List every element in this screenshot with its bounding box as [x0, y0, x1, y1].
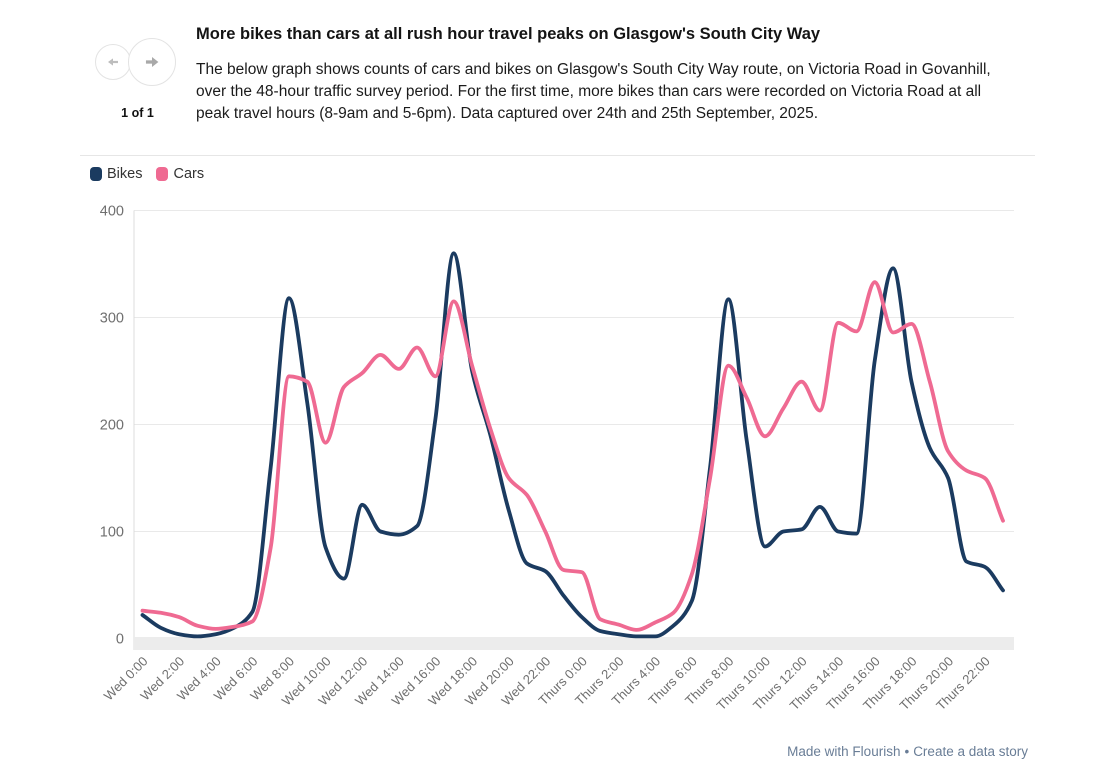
made-with-flourish-link[interactable]: Made with Flourish: [787, 744, 901, 759]
cars-swatch: [156, 167, 169, 181]
cars-label: Cars: [173, 166, 205, 182]
legend-item-cars: Cars: [156, 166, 204, 182]
create-data-story-link[interactable]: Create a data story: [913, 744, 1028, 759]
svg-text:100: 100: [100, 525, 124, 541]
arrow-right-icon: [145, 56, 159, 68]
svg-text:400: 400: [100, 204, 124, 220]
chart-header: More bikes than cars at all rush hour tr…: [196, 24, 1016, 125]
flourish-footer: Made with Flourish • Create a data story: [787, 744, 1028, 759]
footer-separator: •: [904, 744, 910, 759]
header-divider: [80, 155, 1035, 156]
chart-legend: Bikes Cars: [90, 166, 218, 182]
previous-slide-button[interactable]: [95, 44, 131, 80]
legend-item-bikes: Bikes: [90, 166, 142, 182]
svg-text:200: 200: [100, 418, 124, 434]
page-title: More bikes than cars at all rush hour tr…: [196, 25, 821, 43]
arrow-left-icon: [108, 58, 118, 66]
bikes-label: Bikes: [107, 166, 143, 182]
bikes-swatch: [90, 167, 102, 181]
chart-description: The below graph shows counts of cars and…: [196, 61, 991, 123]
svg-text:0: 0: [116, 632, 124, 648]
next-slide-button[interactable]: [128, 38, 176, 86]
slide-counter: 1 of 1: [121, 106, 154, 120]
svg-text:300: 300: [100, 311, 124, 327]
